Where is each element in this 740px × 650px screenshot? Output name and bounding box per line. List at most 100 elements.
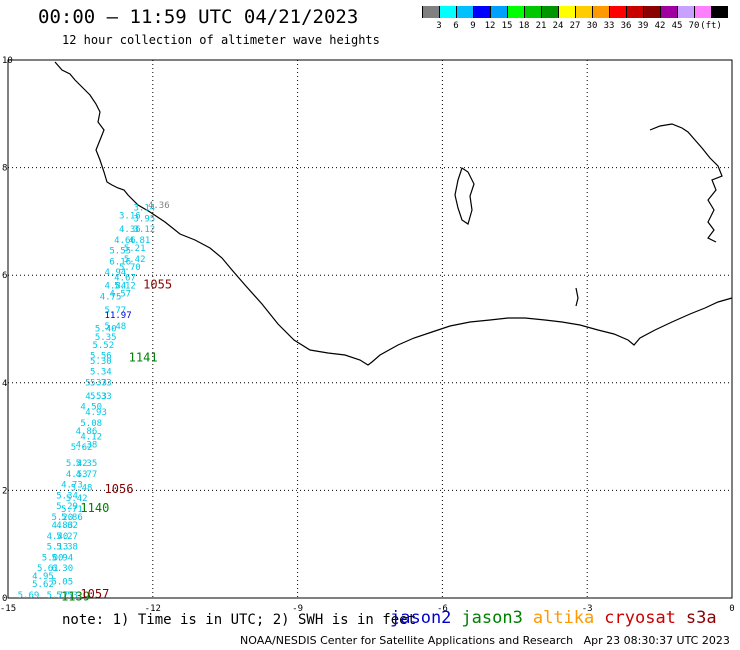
legend-swatch	[677, 6, 694, 18]
swh-label-cyan: 5.05	[51, 578, 73, 588]
credit-text: NOAA/NESDIS Center for Satellite Applica…	[240, 634, 574, 647]
swh-label-cyan: 3.95	[133, 214, 155, 224]
swh-label-cyan: 5.71	[61, 505, 83, 515]
swh-label-cyan: 5.34	[90, 368, 112, 378]
coastline-west-africa	[54, 61, 733, 366]
legend-swatch	[711, 6, 728, 18]
legend-label: 12	[484, 21, 496, 31]
pass-time-label: 1141	[129, 350, 158, 364]
legend-swatch	[456, 6, 473, 18]
swh-label-cyan: 4.40	[47, 532, 69, 542]
swh-label-cyan: 5.69	[18, 591, 40, 601]
swh-label-cyan: 5.56	[90, 352, 112, 362]
swh-label-cyan: 5.13	[47, 543, 69, 553]
legend-swatch	[490, 6, 507, 18]
swh-label-cyan: 5.38	[56, 543, 78, 553]
pass-time-label: 1056	[105, 482, 134, 496]
axis-tick-labels: -15 -12 -9 -6 -3 0 0 2 4 6 8 10	[0, 56, 735, 614]
pass-time-label: 1055	[143, 278, 172, 292]
legend-swatch	[694, 6, 711, 18]
legend-label: 21	[535, 21, 547, 31]
swh-label-cyan: 4.50	[80, 403, 102, 413]
pass-time-label: 1140	[80, 501, 109, 515]
map-title: 00:00 – 11:59 UTC 04/21/2023	[38, 6, 359, 28]
legend-swatch	[592, 6, 609, 18]
legend-label: 3	[436, 21, 442, 31]
swh-label-cyan: 5.00	[42, 553, 64, 563]
satellite-legend-item: jason2	[390, 608, 452, 628]
swh-label-cyan: 5.86	[61, 513, 83, 523]
x-tick-label: -15	[0, 604, 16, 614]
swh-label-cyan: 4.94	[105, 268, 127, 278]
swh-label-cyan: 5.12	[114, 282, 136, 292]
coastline	[54, 61, 733, 366]
swh-label-cyan: 5.40	[95, 325, 117, 335]
swh-label-cyan: 4.66	[114, 236, 136, 246]
x-tick-label: -9	[292, 604, 303, 614]
legend-label: 30	[586, 21, 598, 31]
swh-label-cyan: 5.21	[124, 244, 146, 254]
y-tick-label: 6	[2, 271, 7, 281]
swh-label-cyan: 4.53	[85, 392, 107, 402]
legend-swatch	[422, 6, 439, 18]
legend-label: 9	[470, 21, 476, 31]
legend-swatch	[473, 6, 490, 18]
legend-swatch	[575, 6, 592, 18]
legend-swatch	[439, 6, 456, 18]
swh-label-cyan: 4.86	[76, 427, 98, 437]
x-tick-label: 0	[729, 604, 734, 614]
swh-label-cyan: 4.93	[85, 408, 107, 418]
swh-label-cyan: 4.38	[76, 440, 98, 450]
swh-label-cyan: 5.34	[56, 491, 78, 501]
swh-label-cyan: 5.48	[71, 483, 93, 493]
legend-label: 27	[569, 21, 581, 31]
swh-label-cyan: 3.16	[119, 212, 141, 222]
x-tick-label: -3	[582, 604, 593, 614]
legend-label: 36	[620, 21, 632, 31]
swh-label-cyan: 4.53	[66, 470, 88, 480]
y-tick-label: 4	[2, 379, 7, 389]
plot-frame	[7, 59, 733, 599]
legend-label: 42	[654, 21, 666, 31]
satellite-legend-item: altika	[532, 608, 595, 628]
legend-swatch	[643, 6, 660, 18]
swh-label-cyan: 5.55	[109, 247, 131, 257]
swh-label-cyan: 5.94	[51, 553, 73, 563]
swh-label-cyan: 5.42	[66, 494, 88, 504]
swh-label-cyan: 5.42	[66, 459, 88, 469]
swh-label-cyan: 3.12	[133, 225, 155, 235]
swh-label-cyan: 4.84	[105, 282, 127, 292]
legend-label: 45	[671, 21, 683, 31]
swh-label-cyan: 4.67	[114, 274, 136, 284]
credit-footer: NOAA/NESDIS Center for Satellite Applica…	[240, 634, 730, 647]
y-tick-label: 10	[2, 56, 13, 66]
swh-label-cyan: 6.30	[51, 564, 73, 574]
legend-swatch	[558, 6, 575, 18]
satellite-legend-item: jason3	[461, 608, 523, 628]
swh-label-cyan: 5.30	[90, 357, 112, 367]
swh-label-cyan: 5.62	[32, 580, 54, 590]
legend-label: 33	[603, 21, 615, 31]
volta-lake	[454, 167, 475, 225]
swh-label-cyan: 5.77	[105, 306, 127, 316]
swh-label-gray: 4.36	[148, 201, 170, 211]
x-tick-label: -6	[437, 604, 448, 614]
legend-swatch	[660, 6, 677, 18]
legend-swatch	[541, 6, 558, 18]
legend-label: 18	[518, 21, 530, 31]
pass-time-label: 1057	[80, 587, 109, 601]
legend-label: 15	[501, 21, 513, 31]
swh-label-cyan: 5.48	[105, 322, 127, 332]
y-tick-label: 0	[2, 594, 7, 604]
satellite-legend: jason2 jason3 altika cryosat s3a	[390, 608, 727, 628]
swh-label-cyan: 5.29	[56, 502, 78, 512]
generated-timestamp: Apr 23 08:30:37 UTC 2023	[583, 634, 730, 647]
y-tick-label: 2	[2, 486, 7, 496]
legend-swatch	[507, 6, 524, 18]
satellite-legend-item: s3a	[685, 608, 717, 628]
swh-label-cyan: 5.42	[124, 255, 146, 265]
altimeter-tracks: 3.143.163.954.363.124.664.815.555.216.16…	[18, 201, 170, 601]
legend-swatch	[609, 6, 626, 18]
y-tick-label: 8	[2, 164, 7, 174]
